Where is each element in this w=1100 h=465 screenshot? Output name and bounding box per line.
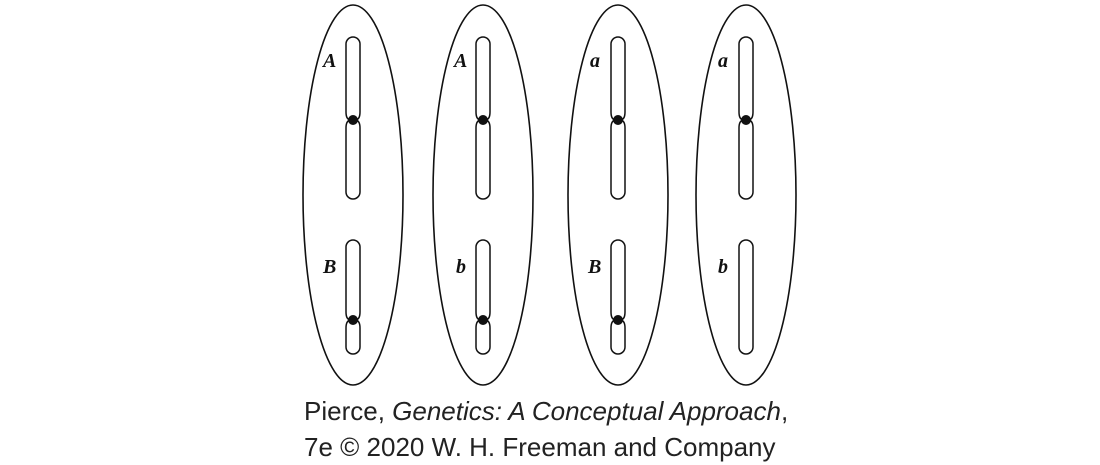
cell-outline xyxy=(302,4,404,386)
centromere-dot xyxy=(348,115,358,125)
figure-credit: Pierce, Genetics: A Conceptual Approach,… xyxy=(304,393,788,465)
allele-label-1: a xyxy=(718,50,728,72)
allele-label-2: B xyxy=(587,256,601,278)
chromosome-2 xyxy=(475,239,491,355)
allele-label-2: B xyxy=(322,256,336,278)
chromosome-1 xyxy=(738,36,754,200)
allele-label-2: b xyxy=(718,256,728,278)
chromosome-1 xyxy=(475,36,491,200)
cell-outline xyxy=(432,4,534,386)
centromere-dot xyxy=(613,315,623,325)
chromosome-2 xyxy=(345,239,361,355)
cell-outline xyxy=(567,4,669,386)
credit-line-1: Pierce, Genetics: A Conceptual Approach, xyxy=(304,393,788,429)
chromosome-1 xyxy=(610,36,626,200)
cell-outline xyxy=(695,4,797,386)
gamete-cell-2: A b xyxy=(432,4,534,386)
credit-line-2: 7e © 2020 W. H. Freeman and Company xyxy=(304,432,776,462)
centromere-dot xyxy=(613,115,623,125)
chromosome-1 xyxy=(345,36,361,200)
centromere-dot xyxy=(741,115,751,125)
centromere-dot xyxy=(348,315,358,325)
centromere-dot xyxy=(478,115,488,125)
centromere-dot xyxy=(478,315,488,325)
chromosome-2 xyxy=(610,239,626,355)
credit-author: Pierce, xyxy=(304,396,393,426)
allele-label-1: A xyxy=(321,50,336,72)
chromosome-2 xyxy=(738,239,754,355)
gamete-cell-1: A B xyxy=(302,4,404,386)
gamete-cell-4: a b xyxy=(695,4,797,386)
credit-title-suffix: , xyxy=(780,396,789,426)
allele-label-1: a xyxy=(590,50,600,72)
credit-book-title: Genetics: A Conceptual Approach xyxy=(392,396,781,426)
allele-label-2: b xyxy=(456,256,466,278)
gamete-cell-3: a B xyxy=(567,4,669,386)
allele-label-1: A xyxy=(452,50,467,72)
